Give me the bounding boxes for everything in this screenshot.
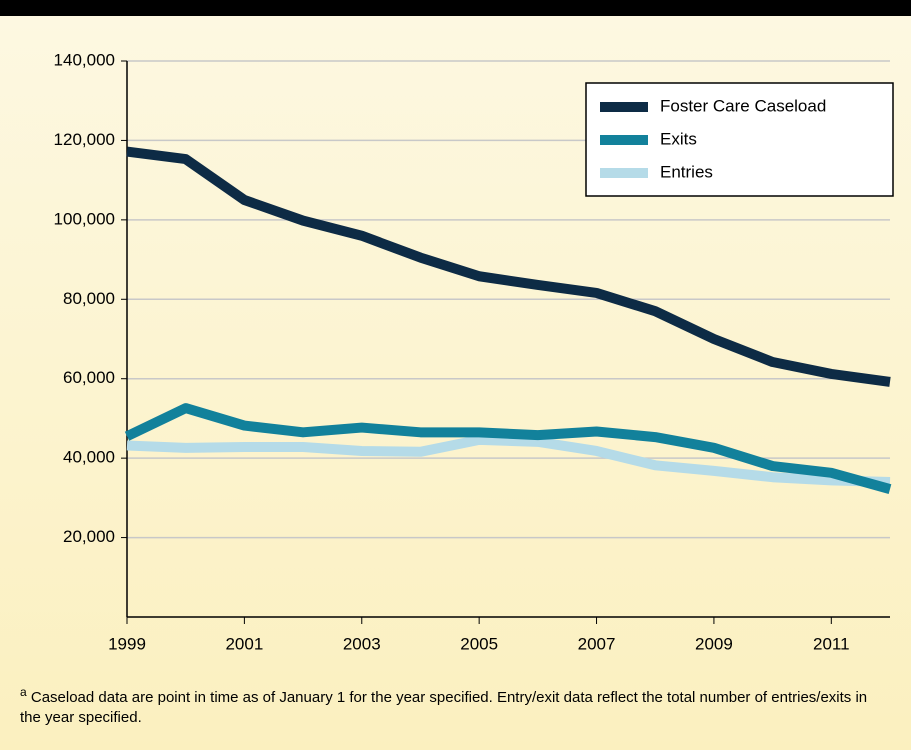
x-tick-label: 2005 bbox=[460, 634, 498, 653]
y-tick-label: 60,000 bbox=[63, 368, 115, 387]
x-tick-label: 2007 bbox=[578, 634, 616, 653]
legend-label: Exits bbox=[660, 129, 697, 148]
legend-label: Entries bbox=[660, 162, 713, 181]
x-tick-label: 1999 bbox=[108, 634, 146, 653]
footnote: a Caseload data are point in time as of … bbox=[20, 682, 880, 728]
y-tick-label: 120,000 bbox=[54, 130, 115, 149]
y-tick-label: 20,000 bbox=[63, 527, 115, 546]
x-tick-label: 2001 bbox=[225, 634, 263, 653]
y-tick-label: 140,000 bbox=[54, 50, 115, 69]
x-tick-label: 2011 bbox=[813, 634, 850, 653]
y-tick-label: 100,000 bbox=[54, 209, 115, 228]
series-line bbox=[126, 434, 891, 487]
footnote-text: Caseload data are point in time as of Ja… bbox=[20, 689, 868, 726]
y-tick-label: 40,000 bbox=[63, 448, 115, 467]
y-tick-label: 80,000 bbox=[63, 289, 115, 308]
header-bar bbox=[0, 0, 911, 16]
legend-label: Foster Care Caseload bbox=[660, 96, 826, 115]
series-line bbox=[126, 146, 891, 387]
x-tick-label: 2003 bbox=[343, 634, 381, 653]
footnote-marker: a bbox=[20, 685, 27, 699]
series-line bbox=[124, 403, 892, 494]
x-tick-label: 2009 bbox=[695, 634, 733, 653]
